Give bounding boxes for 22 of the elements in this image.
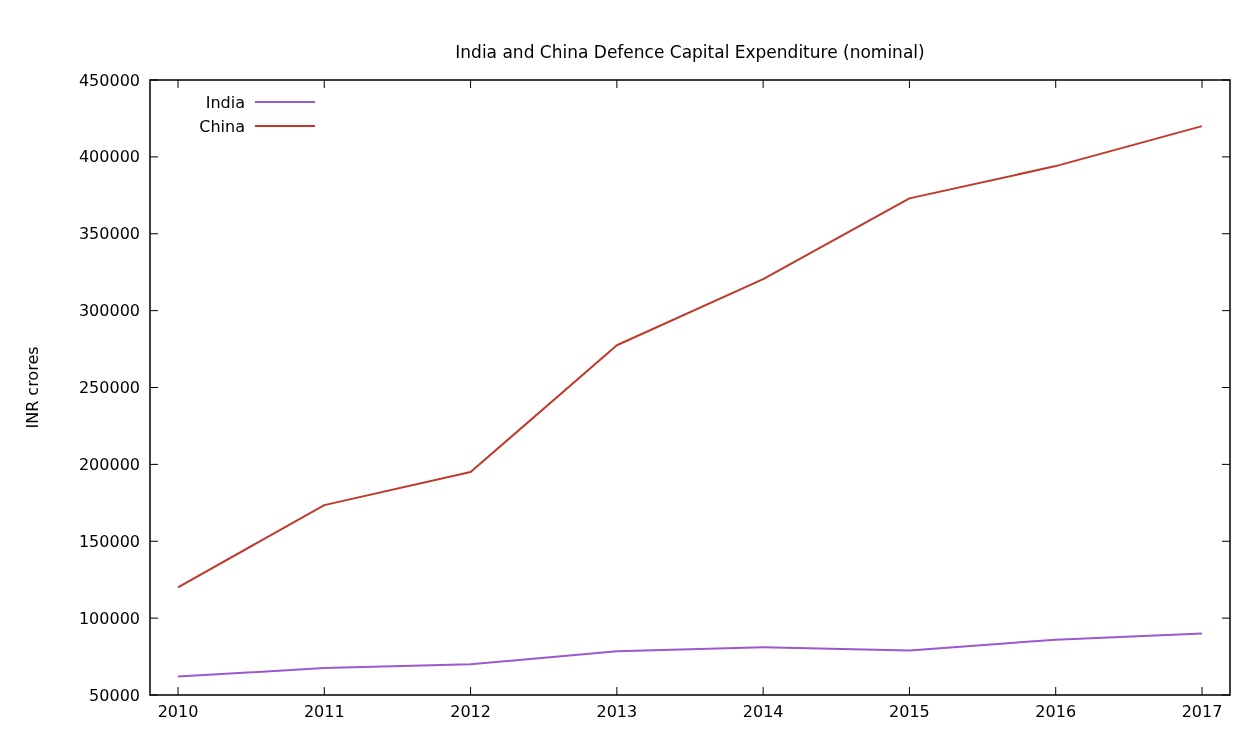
y-tick-label: 50000 — [89, 685, 140, 705]
y-tick-label: 400000 — [78, 147, 140, 167]
legend-label: India — [205, 92, 245, 112]
line-series — [177, 632, 1203, 678]
x-tick-label: 2014 — [742, 702, 784, 721]
y-tick-label: 450000 — [78, 70, 140, 90]
x-tick-label: 2011 — [303, 702, 345, 721]
x-tick-label: 2010 — [157, 702, 199, 721]
x-tick-label: 2012 — [450, 702, 491, 721]
x-tick-label: 2013 — [596, 702, 638, 721]
y-tick-label: 300000 — [78, 301, 140, 321]
chart-title: India and China Defence Capital Expenditure (nominal) — [455, 42, 925, 62]
x-tick-label: 2017 — [1181, 702, 1223, 721]
x-tick-label: 2016 — [1035, 702, 1077, 721]
y-tick-label: 250000 — [78, 378, 140, 398]
legend-label: China — [199, 116, 245, 136]
y-tick-label: 100000 — [78, 608, 140, 628]
y-tick-label: 200000 — [78, 454, 140, 474]
y-axis-title: INR crores — [23, 346, 42, 429]
y-tick-label: 150000 — [78, 531, 140, 551]
x-tick-label: 2015 — [889, 702, 930, 721]
y-tick-label: 350000 — [78, 224, 140, 244]
